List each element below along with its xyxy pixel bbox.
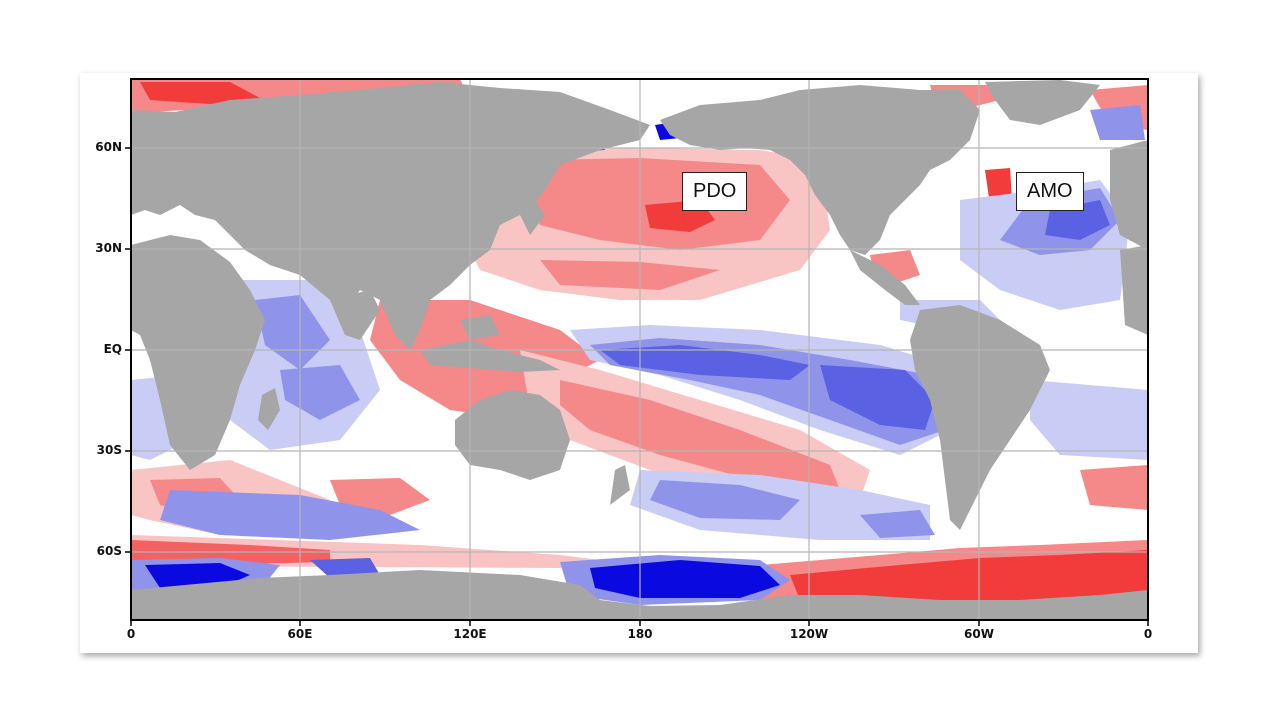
- lat-label-30n: 30N: [95, 241, 122, 255]
- warm-anomaly: [140, 82, 260, 104]
- pdo-callout: PDO: [682, 172, 748, 211]
- land-greenland: [985, 80, 1100, 125]
- lon-label-120w: 120W: [789, 627, 829, 641]
- cool-anomaly: [860, 510, 935, 538]
- cool-anomaly: [1090, 105, 1145, 140]
- cool-anomaly: [600, 345, 810, 380]
- map-plot-area: [131, 79, 1148, 620]
- lat-label-60n: 60N: [95, 140, 122, 154]
- land-eurasia: [131, 82, 650, 350]
- lon-label-120e: 120E: [453, 627, 487, 641]
- land-antarctica: [131, 570, 1148, 620]
- cool-anomaly: [160, 490, 420, 540]
- amo-callout: AMO: [1016, 172, 1084, 211]
- lon-label-0-left: 0: [126, 627, 136, 641]
- land-central-america: [850, 250, 920, 305]
- cool-anomaly: [255, 295, 330, 370]
- land-australia: [455, 390, 570, 480]
- warm-anomaly: [560, 380, 840, 490]
- tick-marks: [125, 147, 1149, 626]
- warm-anomaly: [1080, 465, 1148, 510]
- land-masses: [131, 80, 1148, 620]
- lat-label-30s: 30S: [96, 443, 122, 457]
- cool-anomaly: [650, 480, 800, 520]
- lon-label-180: 180: [627, 627, 653, 641]
- lon-label-60e: 60E: [287, 627, 313, 641]
- lon-label-0-right: 0: [1143, 627, 1153, 641]
- cool-anomaly: [1030, 380, 1148, 460]
- lon-label-60w: 60W: [964, 627, 994, 641]
- land-north-america: [660, 85, 980, 255]
- cool-anomaly: [820, 365, 935, 430]
- warm-anomaly: [790, 550, 1148, 600]
- lat-label-eq: EQ: [103, 342, 122, 356]
- warm-anomaly: [540, 260, 720, 290]
- cool-anomaly: [590, 560, 780, 598]
- land-south-america: [910, 305, 1050, 530]
- land-indonesia: [420, 340, 560, 372]
- land-india: [330, 290, 380, 340]
- land-newzealand: [610, 465, 630, 505]
- land-madagascar: [258, 388, 280, 430]
- land-europe: [1110, 140, 1148, 250]
- cool-anomaly: [310, 558, 380, 578]
- land-japan: [520, 200, 545, 235]
- lat-label-60s: 60S: [96, 544, 122, 558]
- graticule: [131, 79, 1148, 620]
- land-africa-right: [1120, 245, 1148, 335]
- land-africa: [131, 235, 265, 470]
